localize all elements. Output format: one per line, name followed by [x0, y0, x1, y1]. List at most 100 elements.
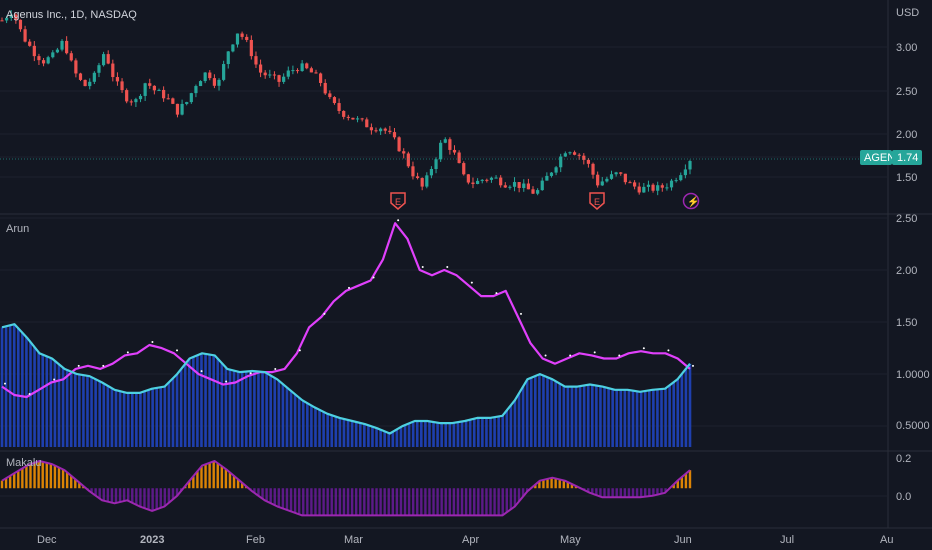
makalu-bar — [228, 472, 232, 489]
candle-body — [37, 56, 41, 61]
makalu-bar — [566, 482, 570, 489]
candle-body — [614, 172, 618, 175]
makalu-bar — [33, 462, 36, 489]
arun-hist-bar — [289, 390, 293, 447]
makalu-bar — [395, 488, 399, 516]
dividend-split-marker[interactable]: ⚡ — [682, 192, 700, 210]
arun-hist-bar — [529, 377, 533, 447]
arun-hist-bar — [562, 385, 566, 447]
arun-hist-bar — [285, 387, 289, 447]
makalu-bar — [371, 488, 374, 516]
candle-body — [572, 152, 577, 155]
candle-body — [157, 89, 161, 91]
candle-body — [397, 137, 401, 152]
arun-dot — [667, 349, 670, 352]
last-price-badge[interactable]: AGEN 1.74 — [860, 150, 922, 165]
candle-body — [212, 78, 217, 86]
makalu-bar — [452, 488, 456, 516]
arun-hist-bar — [468, 419, 472, 447]
time-tick: Feb — [246, 534, 265, 546]
arun-hist-bar — [41, 354, 45, 447]
arun-hist-bar — [534, 376, 537, 447]
makalu-bar — [0, 480, 4, 489]
candle-body — [249, 39, 253, 57]
makalu-bar — [680, 476, 684, 489]
arun-hist-bar — [615, 389, 619, 447]
makalu-bar — [587, 488, 590, 492]
makalu-bar — [188, 481, 191, 489]
candle-body — [651, 184, 655, 191]
makalu-bar — [8, 475, 12, 489]
arun-dot — [323, 312, 326, 315]
makalu-bar — [122, 488, 126, 502]
arun-hist-bar — [688, 363, 692, 447]
makalu-bar — [570, 484, 574, 489]
arun-hist-bar — [358, 422, 362, 447]
arun-hist-bar — [660, 388, 663, 447]
makalu-bar — [660, 488, 663, 494]
candle-body — [656, 185, 660, 191]
makalu-bar — [74, 479, 77, 489]
arun-hist-bar — [45, 356, 49, 447]
candle-body — [258, 64, 263, 73]
arun-hist-bar — [102, 383, 106, 447]
arun-hist-bar — [631, 390, 635, 447]
arun-hist-bar — [497, 416, 500, 447]
candle-body — [272, 74, 277, 76]
arun-hist-bar — [595, 385, 598, 447]
candle-body — [240, 33, 244, 37]
arun-hist-bar — [440, 423, 443, 447]
symbol-title[interactable]: Agenus Inc., 1D, NASDAQ — [6, 9, 137, 21]
makalu-bar — [289, 488, 293, 512]
makalu-label[interactable]: Makalu — [6, 457, 41, 469]
arun-tick: 1.50 — [896, 317, 917, 329]
arun-hist-bar — [224, 367, 228, 447]
arun-label[interactable]: Arun — [6, 223, 29, 235]
makalu-bar — [37, 461, 40, 489]
makalu-bar — [306, 488, 309, 516]
makalu-bar — [220, 466, 224, 489]
arun-dot — [421, 266, 424, 269]
makalu-bar — [603, 488, 606, 498]
candle-body — [282, 76, 286, 82]
arun-hist-bar — [322, 411, 325, 447]
candle-body — [295, 70, 300, 72]
candle-body — [28, 41, 32, 46]
makalu-bar — [635, 488, 639, 498]
candle-body — [457, 152, 461, 164]
arun-hist-bar — [192, 356, 195, 447]
arun-dot — [642, 347, 645, 350]
arun-hist-bar — [135, 392, 138, 447]
arun-hist-bar — [183, 364, 187, 447]
makalu-bar — [253, 488, 256, 493]
arun-lines — [1, 219, 694, 435]
makalu-bar — [367, 488, 370, 516]
candle-body — [41, 60, 46, 64]
candle-body — [268, 74, 272, 76]
candle-body — [180, 103, 184, 115]
arun-hist-bar — [485, 417, 488, 447]
makalu-bar — [403, 488, 407, 516]
candle-body — [175, 103, 180, 115]
arun-hist-bar — [656, 389, 659, 447]
makalu-bar — [599, 488, 602, 497]
makalu-bar — [656, 488, 659, 495]
arun-dot — [151, 340, 154, 343]
makalu-bar — [163, 488, 167, 507]
makalu-bar — [416, 488, 419, 516]
makalu-bar — [464, 488, 468, 516]
price-tick: 2.00 — [896, 129, 917, 141]
earnings-marker[interactable]: E — [589, 192, 605, 210]
earnings-marker[interactable]: E — [390, 192, 406, 210]
makalu-bar — [554, 478, 557, 489]
makalu-bar — [224, 469, 228, 489]
candle-body — [235, 33, 240, 45]
makalu-bar — [363, 488, 366, 516]
makalu-bar — [468, 488, 472, 516]
arun-hist-bar — [338, 417, 342, 447]
makalu-bar — [595, 488, 598, 496]
makalu-bar — [334, 488, 338, 516]
arun-hist-bar — [232, 370, 236, 447]
candle-body — [78, 73, 83, 80]
